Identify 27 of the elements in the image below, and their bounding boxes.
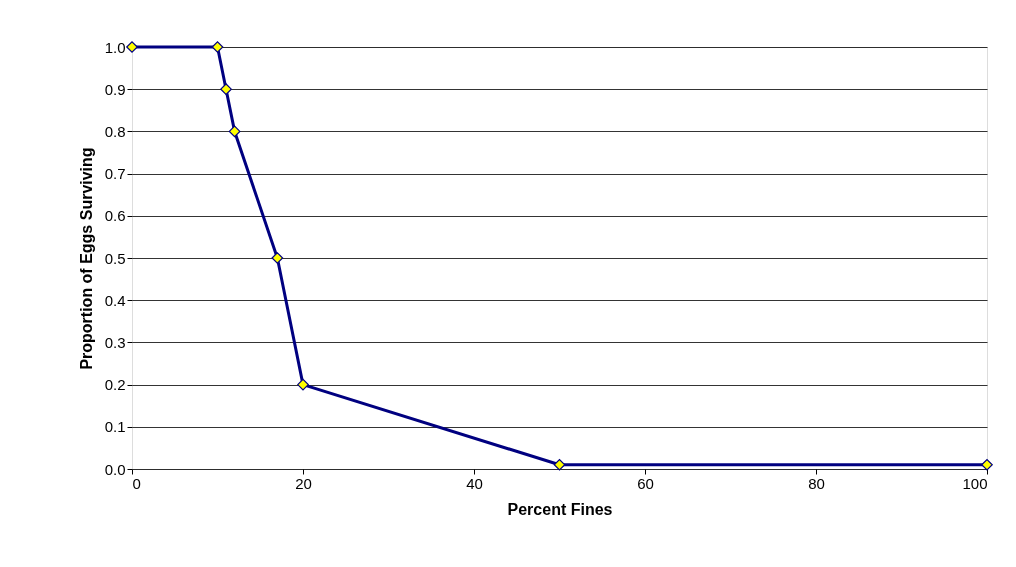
- y-tick-label: 0.9: [104, 80, 126, 98]
- point: [553, 458, 566, 471]
- y-axis-title: Proportion of Eggs Surviving: [77, 147, 95, 370]
- x-axis-title: Percent Fines: [507, 500, 613, 518]
- y-tick-label: 0.2: [104, 376, 126, 394]
- y-tick-label: 0.1: [104, 418, 126, 436]
- x-tick-label: 20: [295, 474, 312, 492]
- y-tick-label: 0.4: [104, 291, 126, 309]
- point: [297, 378, 309, 391]
- x-tick-label: 80: [808, 474, 825, 492]
- x-tick-label: 100: [962, 474, 988, 492]
- y-tick-label: 0.3: [104, 333, 126, 351]
- point: [126, 41, 138, 53]
- point: [211, 41, 224, 53]
- y-tick-label: 0.5: [104, 249, 126, 267]
- y-tick-label: 0.8: [104, 122, 126, 140]
- point: [981, 458, 993, 471]
- point: [228, 125, 241, 138]
- y-tick-label: 0.0: [104, 460, 126, 478]
- x-tick-label: 60: [637, 474, 654, 492]
- point: [271, 252, 284, 264]
- y-tick-label: 0.6: [104, 207, 126, 225]
- x-tick-label: 0: [132, 474, 141, 492]
- point: [220, 83, 232, 96]
- y-tick-label: 0.7: [104, 165, 126, 183]
- x-tick-label: 40: [466, 474, 483, 492]
- y-tick-label: 1.0: [104, 38, 126, 56]
